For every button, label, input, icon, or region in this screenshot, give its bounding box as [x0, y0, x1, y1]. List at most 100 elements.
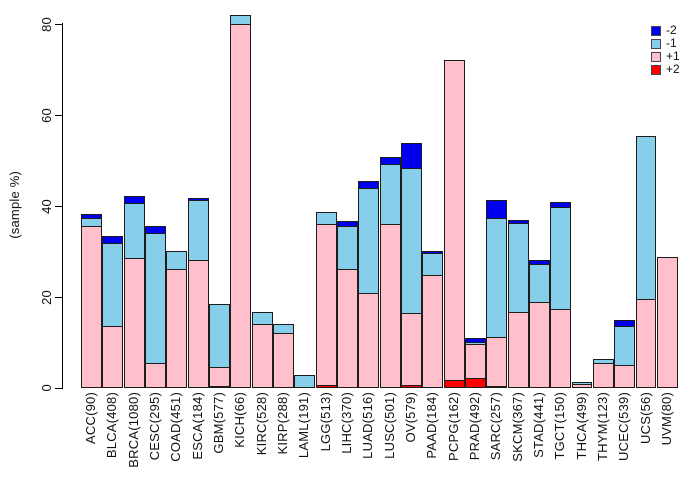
x-axis-label-text: LUSC(501) [381, 392, 397, 459]
legend-swatch [651, 25, 661, 36]
bar-segment--1 [464, 343, 486, 346]
bar-KIRC(528) [251, 311, 273, 388]
y-axis-title: (sample %) [4, 120, 24, 290]
bar-SKCM(367) [507, 219, 529, 388]
bar-segment--1 [230, 14, 252, 25]
x-axis-label: PRAD(492) [465, 392, 484, 480]
x-axis-label-text: LUAD(516) [360, 392, 376, 459]
y-tick-label-text: 20 [38, 289, 54, 305]
bar-segment-+1 [635, 300, 657, 388]
bar-segment-+2 [208, 386, 230, 388]
legend-label: -1 [666, 36, 677, 50]
bar-segment--2 [550, 202, 572, 209]
bar-segment--1 [144, 233, 166, 365]
bar-segment-+1 [208, 367, 230, 387]
x-axis-label-text: KICH(66) [232, 392, 248, 448]
x-axis-label: BRCA(1080) [124, 392, 143, 480]
bar-THCA(499) [571, 381, 593, 388]
y-tick-label-text: 40 [38, 198, 54, 214]
x-axis-label-text: PRAD(492) [466, 392, 482, 461]
bar-segment--2 [144, 226, 166, 234]
x-axis-label-text: UCS(56) [637, 392, 653, 444]
bar-segment--1 [571, 381, 593, 385]
x-axis-label: TGCT(150) [550, 392, 569, 480]
x-axis-label: ESCA(184) [188, 392, 207, 480]
bar-segment-+1 [230, 25, 252, 388]
bar-segment--1 [315, 212, 337, 226]
x-axis-label: LGG(513) [316, 392, 335, 480]
bar-UCEC(539) [614, 319, 636, 388]
bar-segment--1 [272, 324, 294, 334]
bar-segment-+2 [443, 380, 465, 388]
x-axis-label: UCEC(539) [614, 392, 633, 480]
bar-ESCA(184) [187, 197, 209, 388]
x-axis-label-text: LGG(513) [317, 392, 333, 452]
bar-BLCA(408) [102, 236, 124, 388]
legend-label: -2 [666, 23, 677, 37]
legend-label: +1 [666, 49, 680, 63]
y-tick-label: 80 [38, 0, 54, 54]
bar-segment-+1 [144, 364, 166, 388]
x-axis-label-text: OV(579) [402, 392, 418, 443]
x-axis-label-text: LAML(191) [296, 392, 312, 459]
y-tick-label: 0 [38, 358, 54, 418]
x-axis-label-text: ESCA(184) [189, 392, 205, 460]
bar-STAD(441) [528, 260, 550, 388]
bar-ACC(90) [81, 213, 102, 388]
x-axis-label: KICH(66) [230, 392, 249, 480]
bar-segment-+1 [528, 303, 550, 388]
y-tick-label: 20 [38, 267, 54, 327]
x-axis-label-text: BLCA(408) [104, 392, 120, 459]
legend-entry: +1 [651, 49, 680, 63]
bar-segment-+1 [81, 227, 102, 388]
x-axis-label-text: COAD(451) [168, 392, 184, 462]
bar-segment--1 [336, 227, 358, 271]
bar-segment-+1 [336, 270, 358, 388]
x-axis-label-text: BRCA(1080) [125, 392, 141, 468]
legend-swatch [651, 38, 661, 49]
x-axis-label-text: SARC(257) [488, 392, 504, 461]
legend-entry: +2 [651, 63, 680, 75]
bar-segment-+1 [486, 337, 508, 387]
bar-LAML(191) [294, 374, 316, 388]
x-axis-label: KIRP(288) [273, 392, 292, 480]
y-tick-label-text: 80 [38, 16, 54, 32]
x-axis-label-text: PCPG(162) [445, 392, 461, 461]
bar-segment-+1 [400, 313, 422, 386]
bar-LUSC(501) [379, 157, 401, 388]
x-axis-label-text: STAD(441) [530, 392, 546, 458]
bar-segment--1 [550, 208, 572, 311]
bar-segment--2 [507, 219, 529, 224]
bar-segment--2 [81, 213, 102, 220]
x-axis-label: PAAD(184) [422, 392, 441, 480]
x-axis-label: UVM(80) [657, 392, 676, 480]
bar-segment-+1 [422, 276, 444, 388]
bar-BRCA(1080) [123, 195, 145, 388]
x-axis-label: GBM(577) [209, 392, 228, 480]
y-tick-mark [55, 205, 62, 207]
bar-segment--2 [102, 236, 124, 245]
bar-segment--1 [592, 359, 614, 364]
legend-swatch [651, 64, 661, 75]
bar-KIRP(288) [272, 324, 294, 388]
bar-THYM(123) [592, 359, 614, 388]
bar-PRAD(492) [464, 337, 486, 388]
legend-swatch [651, 51, 661, 62]
bar-GBM(577) [208, 304, 230, 388]
bar-segment--1 [123, 203, 145, 260]
bar-segment--1 [208, 304, 230, 368]
y-tick-label-text: 0 [38, 384, 54, 392]
y-tick-label: 40 [38, 176, 54, 236]
x-axis-label: ACC(90) [81, 392, 100, 480]
bar-segment--1 [166, 251, 188, 271]
bar-segment--1 [358, 189, 380, 294]
y-axis-title-text: (sample %) [6, 171, 22, 239]
bar-KICH(66) [230, 14, 252, 388]
bar-SARC(257) [486, 200, 508, 388]
bar-segment--1 [102, 244, 124, 327]
legend-entry: -2 [651, 23, 680, 37]
bar-segment--1 [81, 219, 102, 228]
bar-segment-+1 [379, 225, 401, 388]
bar-segment-+1 [507, 313, 529, 388]
bar-segment-+1 [358, 293, 380, 388]
